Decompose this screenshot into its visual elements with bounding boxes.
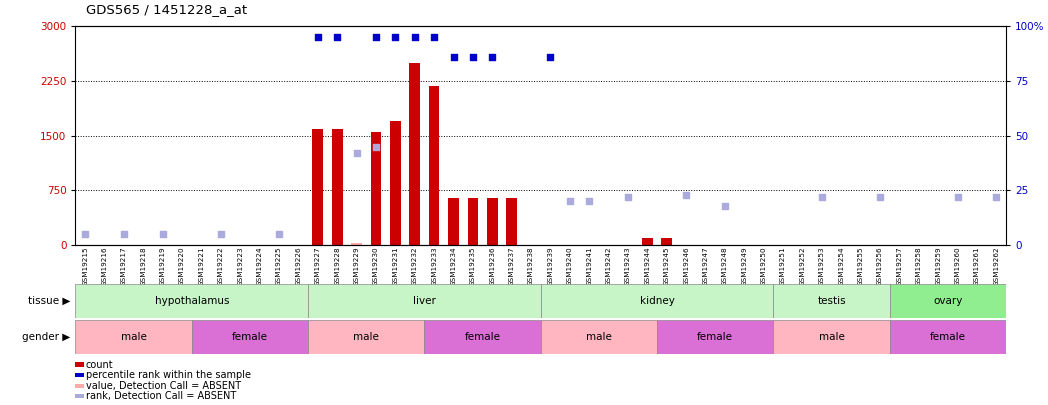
- Bar: [890, 284, 1006, 318]
- Bar: [75, 284, 308, 318]
- Point: [213, 231, 230, 237]
- Text: value, Detection Call = ABSENT: value, Detection Call = ABSENT: [86, 381, 241, 390]
- Text: hypothalamus: hypothalamus: [154, 296, 230, 306]
- Text: female: female: [232, 332, 268, 342]
- Bar: [506, 198, 517, 245]
- Text: male: male: [818, 332, 845, 342]
- Text: male: male: [121, 332, 147, 342]
- Bar: [449, 198, 459, 245]
- Text: male: male: [353, 332, 379, 342]
- Bar: [371, 132, 381, 245]
- Bar: [308, 320, 424, 354]
- Point: [309, 34, 326, 40]
- Point: [115, 231, 132, 237]
- Bar: [661, 238, 672, 245]
- Bar: [390, 121, 400, 245]
- Point: [329, 34, 346, 40]
- Point: [445, 54, 462, 60]
- Bar: [312, 129, 323, 245]
- Text: liver: liver: [413, 296, 436, 306]
- Point: [581, 198, 597, 205]
- Point: [270, 231, 287, 237]
- Point: [464, 54, 481, 60]
- Point: [154, 231, 171, 237]
- Point: [77, 231, 93, 237]
- Point: [484, 54, 501, 60]
- Bar: [890, 320, 1006, 354]
- Text: tissue ▶: tissue ▶: [28, 296, 70, 306]
- Bar: [308, 284, 541, 318]
- Text: female: female: [930, 332, 966, 342]
- Bar: [410, 63, 420, 245]
- Text: percentile rank within the sample: percentile rank within the sample: [86, 370, 250, 380]
- Bar: [773, 284, 890, 318]
- Text: female: female: [697, 332, 734, 342]
- Bar: [332, 129, 343, 245]
- Point: [368, 34, 385, 40]
- Bar: [75, 320, 192, 354]
- Point: [407, 34, 423, 40]
- Bar: [192, 320, 308, 354]
- Point: [387, 34, 403, 40]
- Text: female: female: [464, 332, 501, 342]
- Point: [542, 54, 559, 60]
- Point: [813, 194, 830, 200]
- Text: testis: testis: [817, 296, 846, 306]
- Bar: [467, 198, 478, 245]
- Text: GDS565 / 1451228_a_at: GDS565 / 1451228_a_at: [86, 3, 247, 16]
- Point: [717, 202, 734, 209]
- Text: male: male: [586, 332, 612, 342]
- Bar: [429, 86, 439, 245]
- Point: [368, 143, 385, 150]
- Bar: [541, 284, 773, 318]
- Bar: [351, 243, 362, 245]
- Bar: [642, 238, 653, 245]
- Text: gender ▶: gender ▶: [22, 332, 70, 342]
- Point: [562, 198, 578, 205]
- Text: kidney: kidney: [639, 296, 675, 306]
- Bar: [773, 320, 890, 354]
- Text: count: count: [86, 360, 113, 369]
- Point: [988, 194, 1005, 200]
- Point: [425, 34, 442, 40]
- Point: [949, 194, 966, 200]
- Text: ovary: ovary: [933, 296, 963, 306]
- Bar: [541, 320, 657, 354]
- Point: [619, 194, 636, 200]
- Point: [678, 192, 695, 198]
- Bar: [657, 320, 773, 354]
- Bar: [487, 198, 498, 245]
- Text: rank, Detection Call = ABSENT: rank, Detection Call = ABSENT: [86, 391, 236, 401]
- Point: [872, 194, 889, 200]
- Point: [348, 150, 365, 156]
- Bar: [424, 320, 541, 354]
